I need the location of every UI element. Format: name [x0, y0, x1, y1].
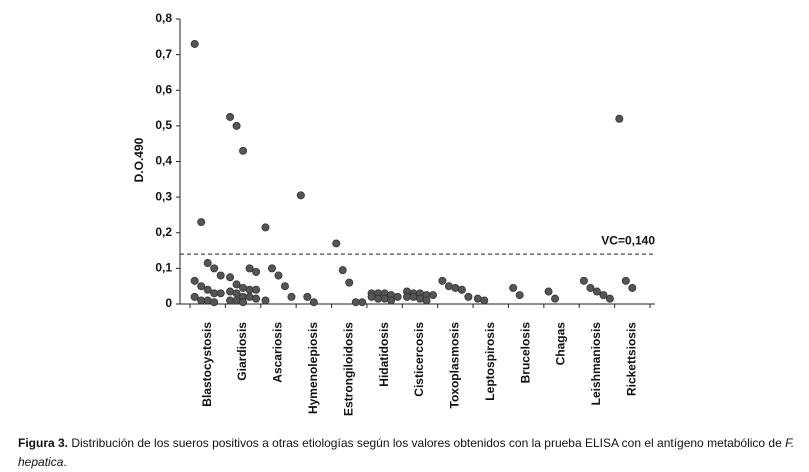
- caption-text: Distribución de los sueros positivos a o…: [68, 436, 786, 450]
- dot: [287, 292, 296, 301]
- dot: [232, 121, 241, 130]
- dot: [358, 298, 367, 307]
- dot: [345, 278, 354, 287]
- dot: [586, 283, 595, 292]
- dot: [226, 273, 235, 282]
- dot: [464, 292, 473, 301]
- dot: [599, 291, 608, 300]
- x-tick-label: Estrongiloidosis: [341, 322, 355, 416]
- dot: [239, 283, 248, 292]
- y-tick-label: 0,8: [155, 11, 172, 25]
- dot: [190, 39, 199, 48]
- caption-label: Figura 3.: [18, 436, 69, 450]
- dot: [309, 298, 318, 307]
- dot: [428, 291, 437, 300]
- dot: [239, 298, 248, 307]
- x-tick-label: Rickettsiosis: [624, 322, 638, 396]
- x-tick-label: Leishmaniosis: [589, 322, 603, 406]
- dot: [210, 264, 219, 273]
- dot: [190, 276, 199, 285]
- dot: [480, 296, 489, 305]
- dot: [197, 218, 206, 227]
- dot: [393, 292, 402, 301]
- x-tick-label: Toxoplasmosis: [448, 322, 462, 409]
- dot: [203, 296, 212, 305]
- dot: [232, 280, 241, 289]
- y-tick-label: 0: [165, 296, 172, 310]
- chart: D.O.490 0 0,1 0,2 0,3 0,4 0,5 0,6 0,7 0,8 VC=0,14…: [132, 11, 655, 416]
- dot: [261, 296, 270, 305]
- dot: [252, 294, 261, 303]
- y-tick-label: 0,6: [155, 82, 172, 96]
- dot: [415, 294, 424, 303]
- dot: [367, 292, 376, 301]
- y-tick-label: 0,5: [155, 118, 172, 132]
- dot: [267, 264, 276, 273]
- dot: [261, 223, 270, 232]
- dot: [605, 294, 614, 303]
- dot: [444, 282, 453, 291]
- dot: [473, 294, 482, 303]
- dot: [245, 292, 254, 301]
- dot: [621, 276, 630, 285]
- dot: [380, 294, 389, 303]
- dot: [216, 289, 225, 298]
- dot: [615, 114, 624, 123]
- x-tick-label: Hymenolepiosis: [306, 322, 320, 414]
- x-tick-label: Giardiosis: [235, 322, 249, 381]
- x-tick-label: Chagas: [554, 322, 568, 366]
- dot: [216, 271, 225, 280]
- x-tick-label: Brucelosis: [518, 322, 532, 384]
- dot: [203, 285, 212, 294]
- dot: [438, 276, 447, 285]
- dot: [451, 283, 460, 292]
- dot: [509, 283, 518, 292]
- dot: [226, 112, 235, 121]
- y-tick-label: 0,3: [155, 189, 172, 203]
- y-tick-label: 0,1: [155, 261, 172, 275]
- dot: [296, 191, 305, 200]
- dot: [579, 276, 588, 285]
- dot: [551, 294, 560, 303]
- dot: [190, 292, 199, 301]
- dot: [409, 292, 418, 301]
- dot: [592, 287, 601, 296]
- dot: [210, 298, 219, 307]
- dot: [226, 287, 235, 296]
- dot: [303, 292, 312, 301]
- dot: [245, 264, 254, 273]
- y-tick-label: 0,4: [155, 154, 172, 168]
- caption-italic: F. hepatica: [18, 436, 795, 469]
- caption-end: .: [63, 455, 67, 469]
- caption: Figura 3. Distribución de los sueros pos…: [18, 434, 808, 472]
- y-axis-label: D.O.490: [132, 137, 146, 182]
- dot: [457, 285, 466, 294]
- dot: [628, 283, 637, 292]
- x-tick-label: Blastocystosis: [200, 322, 214, 407]
- dot: [338, 266, 347, 275]
- dot: [232, 289, 241, 298]
- dot: [239, 146, 248, 155]
- dot: [332, 239, 341, 248]
- dot: [274, 271, 283, 280]
- dot: [422, 296, 431, 305]
- x-tick-label: Hidatidosis: [377, 322, 391, 387]
- dot: [197, 282, 206, 291]
- y-tick-label: 0,2: [155, 225, 172, 239]
- dot: [232, 296, 241, 305]
- x-tick-label: Cisticercosis: [412, 322, 426, 397]
- dot: [252, 267, 261, 276]
- dot: [203, 259, 212, 268]
- threshold-label: VC=0,140: [601, 233, 655, 247]
- y-tick-label: 0,7: [155, 47, 172, 61]
- dot: [515, 291, 524, 300]
- dot: [544, 287, 553, 296]
- dot: [252, 285, 261, 294]
- x-tick-label: Leptospirosis: [483, 322, 497, 401]
- dot: [280, 282, 289, 291]
- x-tick-label: Ascariosis: [271, 322, 285, 383]
- dot: [387, 296, 396, 305]
